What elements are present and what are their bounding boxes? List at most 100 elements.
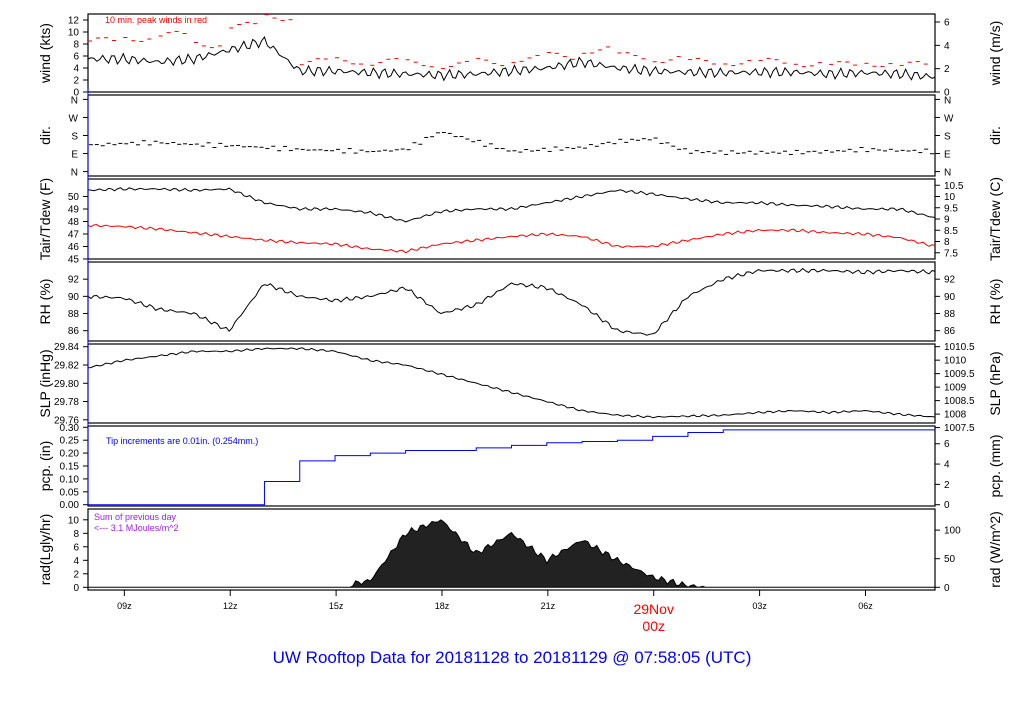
wind-tick-label-right: 2 <box>944 64 950 75</box>
temp-tick-label: 50 <box>68 192 80 203</box>
pcp-line <box>87 88 935 506</box>
rad-tick-label: 2 <box>73 569 79 580</box>
rh-ylabel-right: RH (%) <box>987 279 1003 325</box>
rh-tick-label-right: 86 <box>944 326 956 337</box>
tip-increment-note: Tip increments are 0.01in. (0.254mm.) <box>106 436 258 446</box>
slp-panel-frame <box>87 343 936 424</box>
temp-tick-label: 49 <box>68 205 80 216</box>
pcp-tick-label: 0.00 <box>60 500 80 511</box>
dir-tick-label: N <box>71 168 78 179</box>
dir-tick-label-right: E <box>944 150 951 161</box>
wind-tick-label: 8 <box>73 40 79 51</box>
pcp-tick-label: 0.05 <box>60 487 80 498</box>
rh-panel-frame <box>87 261 936 342</box>
chart-title: UW Rooftop Data for 20181128 to 20181129… <box>272 648 752 667</box>
dir-tick-label-right: N <box>944 95 951 106</box>
rh-series-0 <box>87 267 936 336</box>
pcp-ylabel: pcp. (in) <box>37 441 53 492</box>
temp-tick-label: 45 <box>68 255 80 266</box>
rad-tick-label-right: 0 <box>944 583 950 594</box>
rad-area <box>88 519 935 588</box>
peak-winds-note: 10 min. peak winds in red <box>105 15 207 25</box>
pcp-tick-label-right: 2 <box>944 480 950 491</box>
wind-tick-label: 12 <box>68 16 80 27</box>
temp-tick-label: 47 <box>68 230 80 241</box>
rh-tick-label-right: 90 <box>944 292 956 303</box>
time-tick-label: 18z <box>435 601 450 611</box>
temp-tick-label-right: 8.5 <box>944 226 958 237</box>
dir-ylabel: dir. <box>37 126 53 145</box>
wind-ylabel-right: wind (m/s) <box>987 21 1003 87</box>
pcp-tick-label-right: 6 <box>944 439 950 450</box>
rh-tick-label: 86 <box>68 326 80 337</box>
temp-tick-label: 46 <box>68 242 80 253</box>
pcp-tick-label: 0.10 <box>60 474 80 485</box>
pcp-ylabel-right: pcp. (mm) <box>987 435 1003 498</box>
rad-sum-note: Sum of previous day <box>94 512 177 522</box>
time-tick-label: 12z <box>223 601 238 611</box>
wind-tick-label: 4 <box>73 64 79 75</box>
slp-tick-label: 29.82 <box>54 361 79 372</box>
pcp-tick-label: 0.20 <box>60 449 80 460</box>
slp-tick-label-right: 1009 <box>944 383 967 394</box>
pcp-tick-label: 0.25 <box>60 436 80 447</box>
rad-tick-label-right: 50 <box>944 554 956 565</box>
wind-tick-label: 0 <box>73 88 79 99</box>
time-tick-label: 15z <box>329 601 344 611</box>
pcp-tick-label-right: 0 <box>944 500 950 511</box>
slp-tick-label-right: 1008.5 <box>944 396 975 407</box>
rad-sum-value: <--- 3.1 MJoules/m^2 <box>94 523 179 533</box>
temp-ylabel-right: Tair/Tdew (C) <box>987 177 1003 261</box>
temp-tick-label-right: 10 <box>944 192 956 203</box>
temp-tick-label-right: 10.5 <box>944 181 964 192</box>
pcp-tick-label-right: 4 <box>944 460 950 471</box>
dir-tick-label: E <box>71 150 78 161</box>
dir-tick-label: S <box>71 132 78 143</box>
temp-ylabel: Tair/Tdew (F) <box>37 178 53 260</box>
date-label: 29Nov <box>633 601 673 617</box>
dir-tick-label: N <box>71 95 78 106</box>
rad-tick-label: 0 <box>73 583 79 594</box>
slp-tick-label: 29.76 <box>54 415 79 426</box>
dir-tick-label-right: W <box>944 113 954 124</box>
temp-tick-label-right: 9 <box>944 215 950 226</box>
wind-tick-label: 2 <box>73 76 79 87</box>
time-tick-label: 21z <box>541 601 556 611</box>
time-tick-label: 09z <box>117 601 132 611</box>
rad-tick-label: 6 <box>73 542 79 553</box>
temp-tick-label: 48 <box>68 217 80 228</box>
temp-tick-label-right: 9.5 <box>944 203 958 214</box>
wind-tick-label-right: 4 <box>944 41 950 52</box>
slp-tick-label: 29.80 <box>54 379 79 390</box>
slp-ylabel: SLP (inHg) <box>37 349 53 417</box>
rad-panel-frame <box>87 508 936 591</box>
slp-tick-label-right: 1008 <box>944 410 967 421</box>
rad-ylabel: rad(Lgly/hr) <box>37 514 53 586</box>
rh-tick-label: 92 <box>68 275 80 286</box>
slp-tick-label: 29.78 <box>54 397 79 408</box>
wind-tick-label: 10 <box>68 28 80 39</box>
slp-tick-label-right: 1009.5 <box>944 369 975 380</box>
rad-tick-label: 4 <box>73 556 79 567</box>
wind-series-0 <box>87 35 936 82</box>
slp-tick-label-right: 1007.5 <box>944 423 975 434</box>
slp-series-0 <box>87 347 936 419</box>
wind-panel-frame <box>87 13 936 93</box>
time-tick-label: 06z <box>858 601 873 611</box>
wind-tick-label-right: 6 <box>944 18 950 29</box>
date-hour-label: 00z <box>642 618 665 634</box>
rh-tick-label-right: 88 <box>944 309 956 320</box>
rh-ylabel: RH (%) <box>37 279 53 325</box>
wind-tick-label-right: 0 <box>944 88 950 99</box>
slp-ylabel-right: SLP (hPa) <box>987 351 1003 415</box>
pcp-tick-label: 0.15 <box>60 462 80 473</box>
dir-panel-frame <box>87 94 936 177</box>
temp-tick-label-right: 8 <box>944 237 950 248</box>
slp-tick-label-right: 1010 <box>944 356 967 367</box>
dir-ylabel-right: dir. <box>987 126 1003 145</box>
rh-tick-label-right: 92 <box>944 275 956 286</box>
dir-tick-label-right: N <box>944 168 951 179</box>
wind-tick-label: 6 <box>73 52 79 63</box>
dir-tick-label: W <box>69 113 79 124</box>
